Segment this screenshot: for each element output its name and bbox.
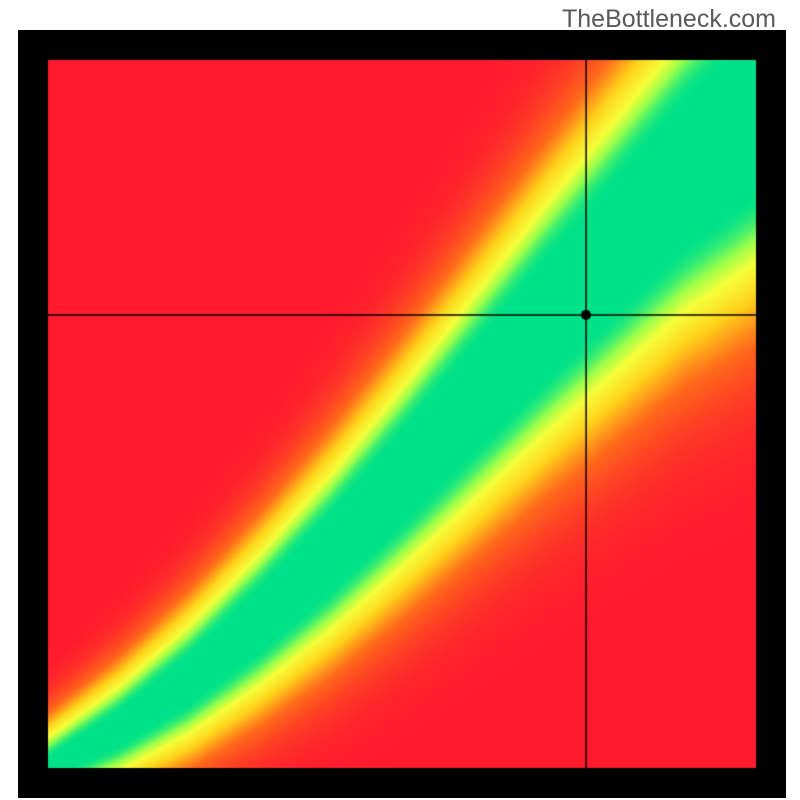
bottleneck-heatmap [18,30,786,798]
watermark-text: TheBottleneck.com [562,5,776,34]
heatmap-canvas [18,30,786,798]
